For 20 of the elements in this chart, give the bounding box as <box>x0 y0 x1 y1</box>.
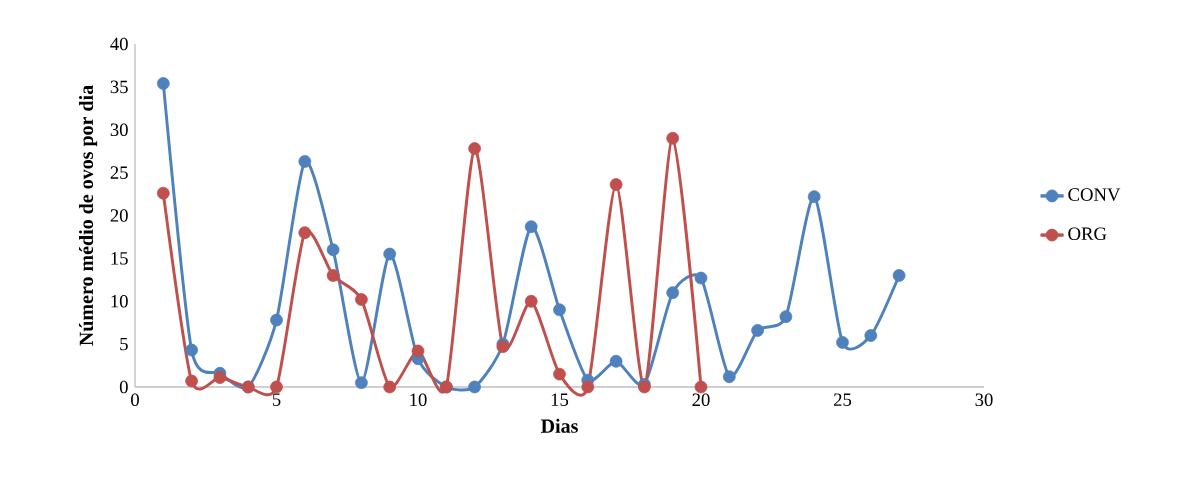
y-tick-label: 25 <box>110 166 128 179</box>
y-tick-label: 5 <box>120 337 128 351</box>
x-tick-label: 30 <box>975 393 993 407</box>
x-tick-label: 5 <box>272 393 281 406</box>
legend-label: CONV <box>1068 188 1121 201</box>
x-tick-label: 15 <box>551 393 569 406</box>
y-tick-label: 0 <box>119 380 128 394</box>
y-tick-label: 30 <box>110 123 128 137</box>
x-axis-title: Dias <box>540 418 578 433</box>
x-tick-label: 10 <box>410 393 427 407</box>
y-tick-label: 35 <box>110 80 128 94</box>
legend-label: ORG <box>1068 227 1107 241</box>
y-tick-label: 10 <box>111 294 128 308</box>
y-tick-label: 40 <box>110 37 128 51</box>
y-tick-label: 20 <box>110 209 128 222</box>
y-axis-title: Número médio de ovos por dia <box>79 85 98 346</box>
x-tick-label: 25 <box>833 393 852 407</box>
x-tick-label: 20 <box>692 393 710 407</box>
y-tick-label: 15 <box>111 252 128 265</box>
x-tick-label: 0 <box>131 393 139 407</box>
